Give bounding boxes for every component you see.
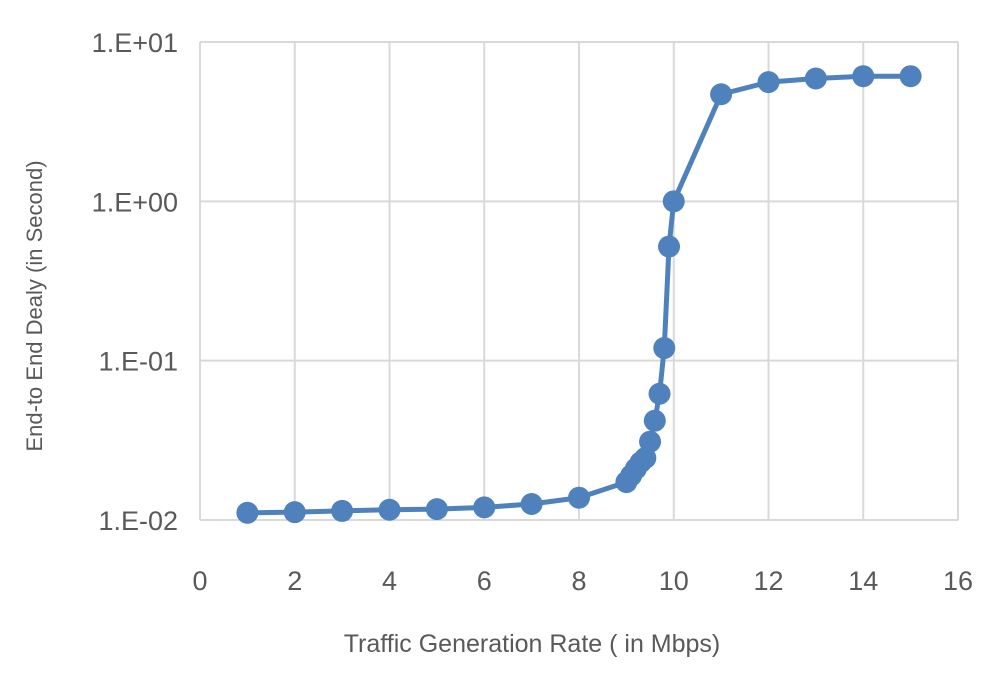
data-point <box>852 65 875 88</box>
data-point <box>643 409 666 432</box>
data-point <box>425 498 448 521</box>
data-point <box>757 71 780 94</box>
data-point <box>662 190 685 213</box>
x-tick-label: 2 <box>287 566 302 596</box>
x-axis-label: Traffic Generation Rate ( in Mbps) <box>344 630 721 658</box>
data-point <box>568 486 590 509</box>
data-point <box>283 501 306 524</box>
x-tick-label: 12 <box>753 566 783 596</box>
x-tick-label: 10 <box>659 566 689 596</box>
data-point <box>520 493 543 516</box>
data-point <box>899 65 922 88</box>
x-tick-label: 6 <box>477 566 492 596</box>
data-point <box>639 430 662 453</box>
x-tick-label: 4 <box>382 566 397 596</box>
x-tick-label: 8 <box>571 566 586 596</box>
data-point <box>658 235 681 258</box>
data-point <box>710 83 733 106</box>
y-tick-label: 1.E-01 <box>98 347 178 377</box>
y-tick-label: 1.E+01 <box>92 28 178 58</box>
data-point <box>804 67 827 90</box>
data-point <box>473 496 496 519</box>
x-tick-label: 0 <box>192 566 207 596</box>
data-point <box>378 498 401 521</box>
y-axis-label: End-to End Dealy (in Second) <box>22 160 47 451</box>
x-tick-label: 16 <box>943 566 973 596</box>
y-tick-label: 1.E-02 <box>98 506 178 536</box>
data-point <box>648 382 671 405</box>
data-point <box>236 501 259 524</box>
y-tick-label: 1.E+00 <box>92 187 178 217</box>
x-tick-label: 14 <box>848 566 878 596</box>
data-point <box>331 499 354 522</box>
data-point <box>653 337 676 360</box>
